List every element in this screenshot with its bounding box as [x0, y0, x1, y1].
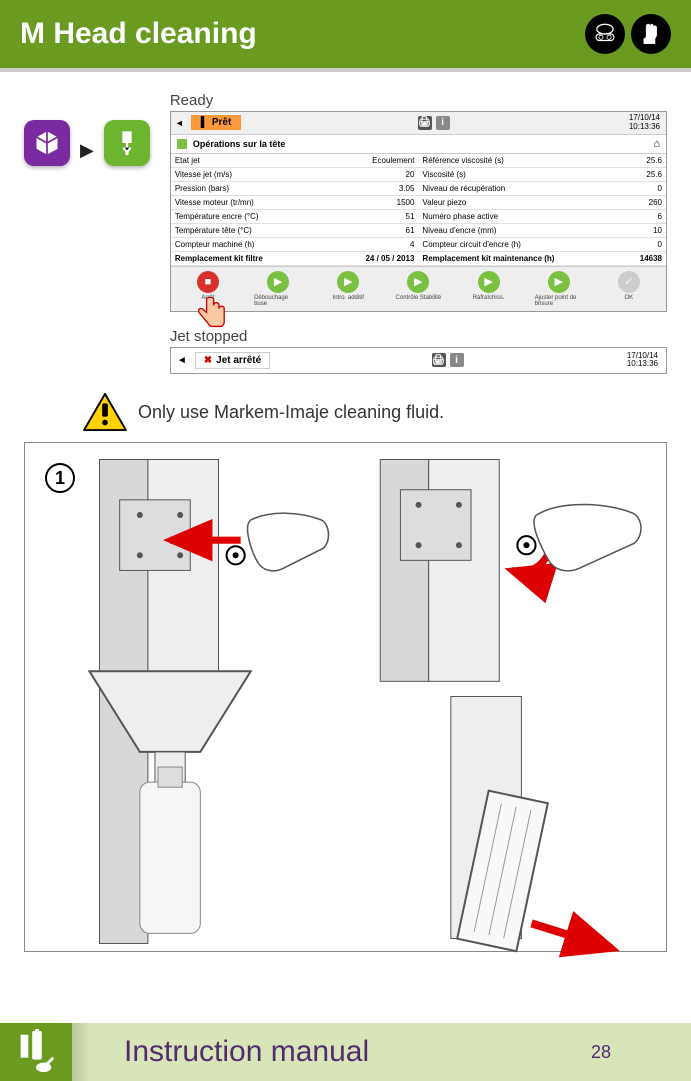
page-title: M Head cleaning [20, 17, 257, 51]
jet-stopped-label: Jet stopped [170, 328, 667, 345]
scr-button[interactable]: ▶Rafraîchiss. [465, 271, 513, 307]
scr-row: Référence viscosité (s)25.6 [418, 154, 666, 168]
status-pret: ▌Prêt [191, 115, 242, 130]
ready-label: Ready [170, 92, 667, 109]
scr-topbar: ◄ ▌Prêt 🖨 i 17/10/14 10:13:36 [171, 112, 666, 135]
scr-row: Vitesse moteur (tr/mn)1500 [171, 196, 419, 210]
scr-button[interactable]: ▶Ajuster point de brisure [535, 271, 583, 307]
scr-row: Remplacement kit filtre24 / 05 / 2013 [171, 252, 419, 266]
gloves-icon [631, 14, 671, 54]
scr-row: Compteur machine (h)4 [171, 238, 419, 252]
scr-row: Viscosité (s)25.6 [418, 168, 666, 182]
diagram-step-1: 1 [39, 457, 342, 946]
ui-statusbar-stopped: ◄ ✖ Jet arrêté 🖨 i 17/10/14 10:13:36 [170, 347, 667, 375]
diagram-area: 1 [24, 442, 667, 952]
status-jet-arrete: ✖ Jet arrêté [195, 352, 270, 369]
scr-left-col: Etat jetEcoulementVitesse jet (m/s)20Pre… [171, 154, 419, 266]
app-icon-printhead [104, 120, 150, 166]
scr-row: Température encre (°C)51 [171, 210, 419, 224]
scr-row: Etat jetEcoulement [171, 154, 419, 168]
scr-button[interactable]: ✓OK [605, 271, 653, 307]
app-icon-cube [24, 120, 70, 166]
scr-row: Pression (bars)3.05 [171, 182, 419, 196]
warning-row: Only use Markem-Imaje cleaning fluid. [82, 392, 667, 432]
scr-right-col: Référence viscosité (s)25.6Viscosité (s)… [418, 154, 666, 266]
ppe-icons [585, 14, 671, 54]
scr-row: Numéro phase active6 [418, 210, 666, 224]
nav-row: ▶ Ready ◄ ▌Prêt 🖨 i 17/10/14 [24, 92, 667, 374]
scr-button[interactable]: ▶Contrôle Stabilité [394, 271, 442, 307]
scr-row: Niveau d'encre (mm)10 [418, 224, 666, 238]
step-badge: 1 [45, 463, 75, 493]
page-footer: Instruction manual 28 [0, 1023, 691, 1081]
topbar-info-icons: 🖨 i [274, 353, 621, 367]
scr-row: Compteur circuit d'encre (h)0 [418, 238, 666, 252]
goggles-icon [585, 14, 625, 54]
page-content: ▶ Ready ◄ ▌Prêt 🖨 i 17/10/14 [0, 72, 691, 952]
ui-screenshot-ready: ◄ ▌Prêt 🖨 i 17/10/14 10:13:36 Opér [170, 111, 667, 312]
scr-body: Etat jetEcoulementVitesse jet (m/s)20Pre… [171, 154, 666, 266]
warning-icon [82, 392, 128, 432]
scr-row: Vitesse jet (m/s)20 [171, 168, 419, 182]
footer-maintenance-icon [0, 1023, 72, 1081]
screenshot-ready: Ready ◄ ▌Prêt 🖨 i 17/10/14 10:13:36 [170, 92, 667, 374]
scr-section-title: Opérations sur la tête ⌂ [171, 135, 666, 154]
footer-page-number: 28 [591, 1042, 611, 1063]
home-icon: ⌂ [653, 138, 660, 150]
datetime: 17/10/14 10:13:36 [623, 112, 666, 134]
warning-text: Only use Markem-Imaje cleaning fluid. [138, 402, 444, 423]
scr-row: Niveau de récupération0 [418, 182, 666, 196]
scr-row: Température tête (°C)61 [171, 224, 419, 238]
scr-row: Remplacement kit maintenance (h)14638 [418, 252, 666, 266]
scr-button[interactable]: ▶Débouchage buse [254, 271, 302, 307]
scr-row: Valeur piezo260 [418, 196, 666, 210]
footer-title: Instruction manual [124, 1035, 591, 1069]
finger-pointer-icon [193, 293, 229, 337]
scr-button-bar: ■Arrêt▶Débouchage buse▶Intro. additif▶Co… [171, 266, 666, 311]
arrow-icon: ▶ [76, 140, 98, 161]
datetime: 17/10/14 10:13:36 [621, 350, 664, 372]
diagram-hand-turn [350, 457, 653, 684]
diagram-cover-remove [350, 694, 653, 961]
scr-button[interactable]: ▶Intro. additif [324, 271, 372, 307]
screenshot-jet-stopped: Jet stopped ◄ ✖ Jet arrêté 🖨 i 17/10/14 … [170, 328, 667, 375]
page-header: M Head cleaning [0, 0, 691, 72]
topbar-info-icons: 🖨 i [244, 116, 623, 130]
